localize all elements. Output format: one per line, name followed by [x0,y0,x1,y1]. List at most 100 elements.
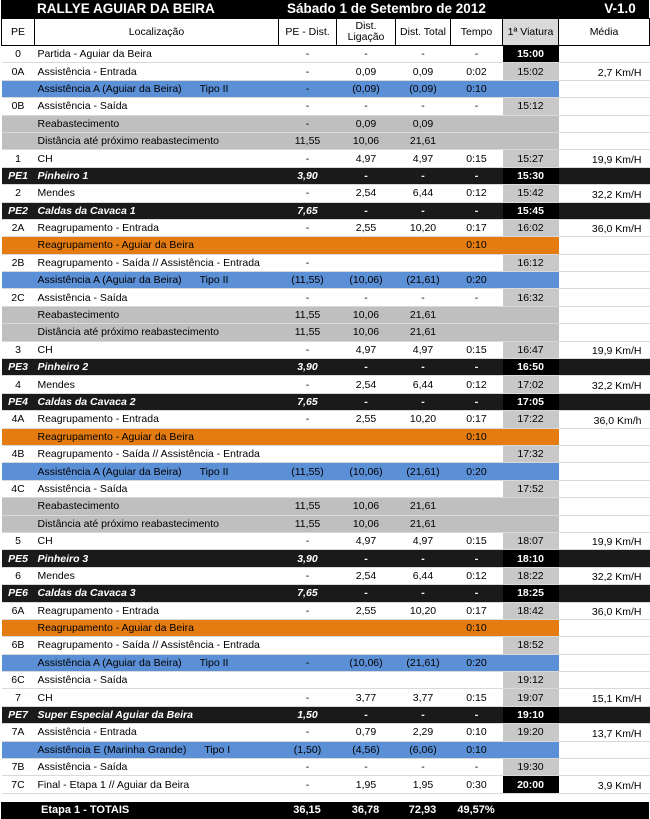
control-row: 7 CH -3,77 3,77 0:15 19:07 15,1 Km/H [1,688,650,707]
totals-total: 72,93 [408,803,437,816]
cell-dist-ligacao [336,671,396,690]
cell-dist-total: 21,61 [395,497,451,516]
cell-tempo [450,445,503,464]
cell-dist-total: 3,77 [395,688,451,707]
cell-dist-total: (6,06) [395,741,451,760]
totals-pe-dist: 36,15 [293,803,321,816]
cell-dist-total: 0,09 [395,62,451,81]
cell-dist-total: 21,61 [395,323,451,342]
cell-pe: 0 [1,45,35,64]
cell-viatura [502,306,559,325]
cell-media [558,132,650,151]
cell-location: Mendes [34,375,279,394]
regroup-row: Reagrupamento - Aguiar da Beira 0:10 [1,619,650,638]
control-row: 4A Reagrupamento - Entrada -2,55 10,20 0:17 1… [1,410,650,429]
control-row: 3 CH -4,97 4,97 0:15 16:47 19,9 Km/H [1,341,650,360]
cell-viatura: 20:00 [502,775,559,794]
cell-location: CH [34,532,279,551]
cell-dist-total: 1,95 [395,775,451,794]
cell-dist-total: (0,09) [395,80,451,99]
cell-dist-ligacao: 2,54 [336,184,396,203]
cell-pe: PE5 [1,549,35,568]
cell-dist-ligacao: 2,55 [336,602,396,620]
cell-location: Super Especial Aguiar da Beira [34,706,279,725]
cell-dist-ligacao: (10,06) [336,271,396,290]
cell-dist-ligacao: (10,06) [336,462,396,481]
cell-tempo: 0:15 [450,149,503,168]
cell-viatura [502,132,559,151]
cell-pe: 4C [1,480,35,499]
cell-media [558,288,650,307]
special-stage-row: PE1 Pinheiro 1 3,90- - -15:30 [1,167,650,186]
cell-pe [1,236,35,255]
cell-media: 36,0 Km/H [558,219,650,238]
cell-media [558,445,650,464]
cell-viatura: 15:30 [502,167,559,186]
cell-pe-dist: - [278,775,337,794]
cell-viatura: 18:07 [502,532,559,551]
regroup-row: Reagrupamento - Aguiar da Beira 0:10 [1,428,650,446]
refuel-row: Distância até próximo reabastecimento 11,… [1,132,650,151]
control-row: 0A Assistência - Entrada -0,09 0,09 0:02 15:0… [1,62,650,81]
header-pe-dist: PE - Dist. [278,18,337,46]
version-label: V-1.0 [604,1,636,16]
cell-location: Final - Etapa 1 // Aguiar da Beira [34,775,279,794]
cell-location: Caldas da Cavaca 1 [34,202,279,220]
cell-dist-total: - [395,167,451,186]
cell-dist-ligacao: - [336,706,396,725]
cell-dist-ligacao: (10,06) [336,654,396,673]
cell-location: Assistência - Saída [34,480,279,499]
cell-location: Caldas da Cavaca 3 [34,584,279,603]
cell-dist-ligacao: 10,06 [336,132,396,151]
cell-media [558,115,650,133]
cell-pe-dist: 3,90 [278,549,337,568]
location-text: Assistência A (Aguiar da Beira) [37,274,182,287]
control-row: 4 Mendes -2,54 6,44 0:12 17:02 32,2 Km/H [1,375,650,394]
control-row: 2A Reagrupamento - Entrada -2,55 10,20 0:17 1… [1,219,650,238]
cell-dist-total: 2,29 [395,723,451,742]
cell-location: Reagrupamento - Entrada [34,410,279,429]
cell-location: Assistência A (Aguiar da Beira) Tipo II [34,80,279,99]
cell-viatura: 15:27 [502,149,559,168]
cell-dist-total [395,671,451,690]
control-row: 6C Assistência - Saída 19:12 [1,671,650,690]
cell-viatura: 15:45 [502,202,559,220]
cell-pe-dist: 7,65 [278,202,337,220]
service-row: Assistência A (Aguiar da Beira) Tipo II (1… [1,462,650,481]
header-viatura: 1ª Viatura [502,18,559,46]
cell-dist-ligacao: - [336,584,396,603]
cell-viatura [502,236,559,255]
cell-location: Pinheiro 3 [34,549,279,568]
cell-pe-dist: 11,55 [278,323,337,342]
cell-location: Reagrupamento - Saída // Assistência - E… [34,254,279,273]
cell-pe-dist: (11,55) [278,271,337,290]
cell-tempo [450,480,503,499]
cell-tempo [450,671,503,690]
cell-pe-dist [278,619,337,638]
cell-dist-total: 6,44 [395,184,451,203]
cell-dist-ligacao: - [336,358,396,377]
cell-viatura [502,271,559,290]
totals-label: Etapa 1 - TOTAIS [41,803,130,816]
control-row: 6A Reagrupamento - Entrada -2,55 10,20 0:17 1… [1,602,650,620]
refuel-row: Reabastecimento 11,55 10,06 21,61 [1,306,650,325]
cell-dist-total [395,236,451,255]
cell-media [558,671,650,690]
cell-pe-dist: - [278,149,337,168]
cell-location: Distância até próximo reabastecimento [34,132,279,151]
cell-tempo: 0:10 [450,428,503,446]
location-text: Assistência A (Aguiar da Beira) [37,82,182,95]
cell-dist-ligacao: 10,06 [336,497,396,516]
cell-pe: 1 [1,149,35,168]
cell-viatura: 18:42 [502,602,559,620]
cell-media: 3,9 Km/H [558,775,650,794]
cell-dist-total: - [395,45,451,64]
cell-tempo: 0:10 [450,80,503,99]
refuel-row: Distância até próximo reabastecimento 11,… [1,323,650,342]
cell-dist-ligacao: 2,54 [336,567,396,586]
cell-pe-dist [278,636,337,655]
cell-tempo: 0:15 [450,341,503,360]
cell-tempo: - [450,288,503,307]
cell-pe-dist: 11,55 [278,497,337,516]
cell-viatura: 15:02 [502,62,559,81]
